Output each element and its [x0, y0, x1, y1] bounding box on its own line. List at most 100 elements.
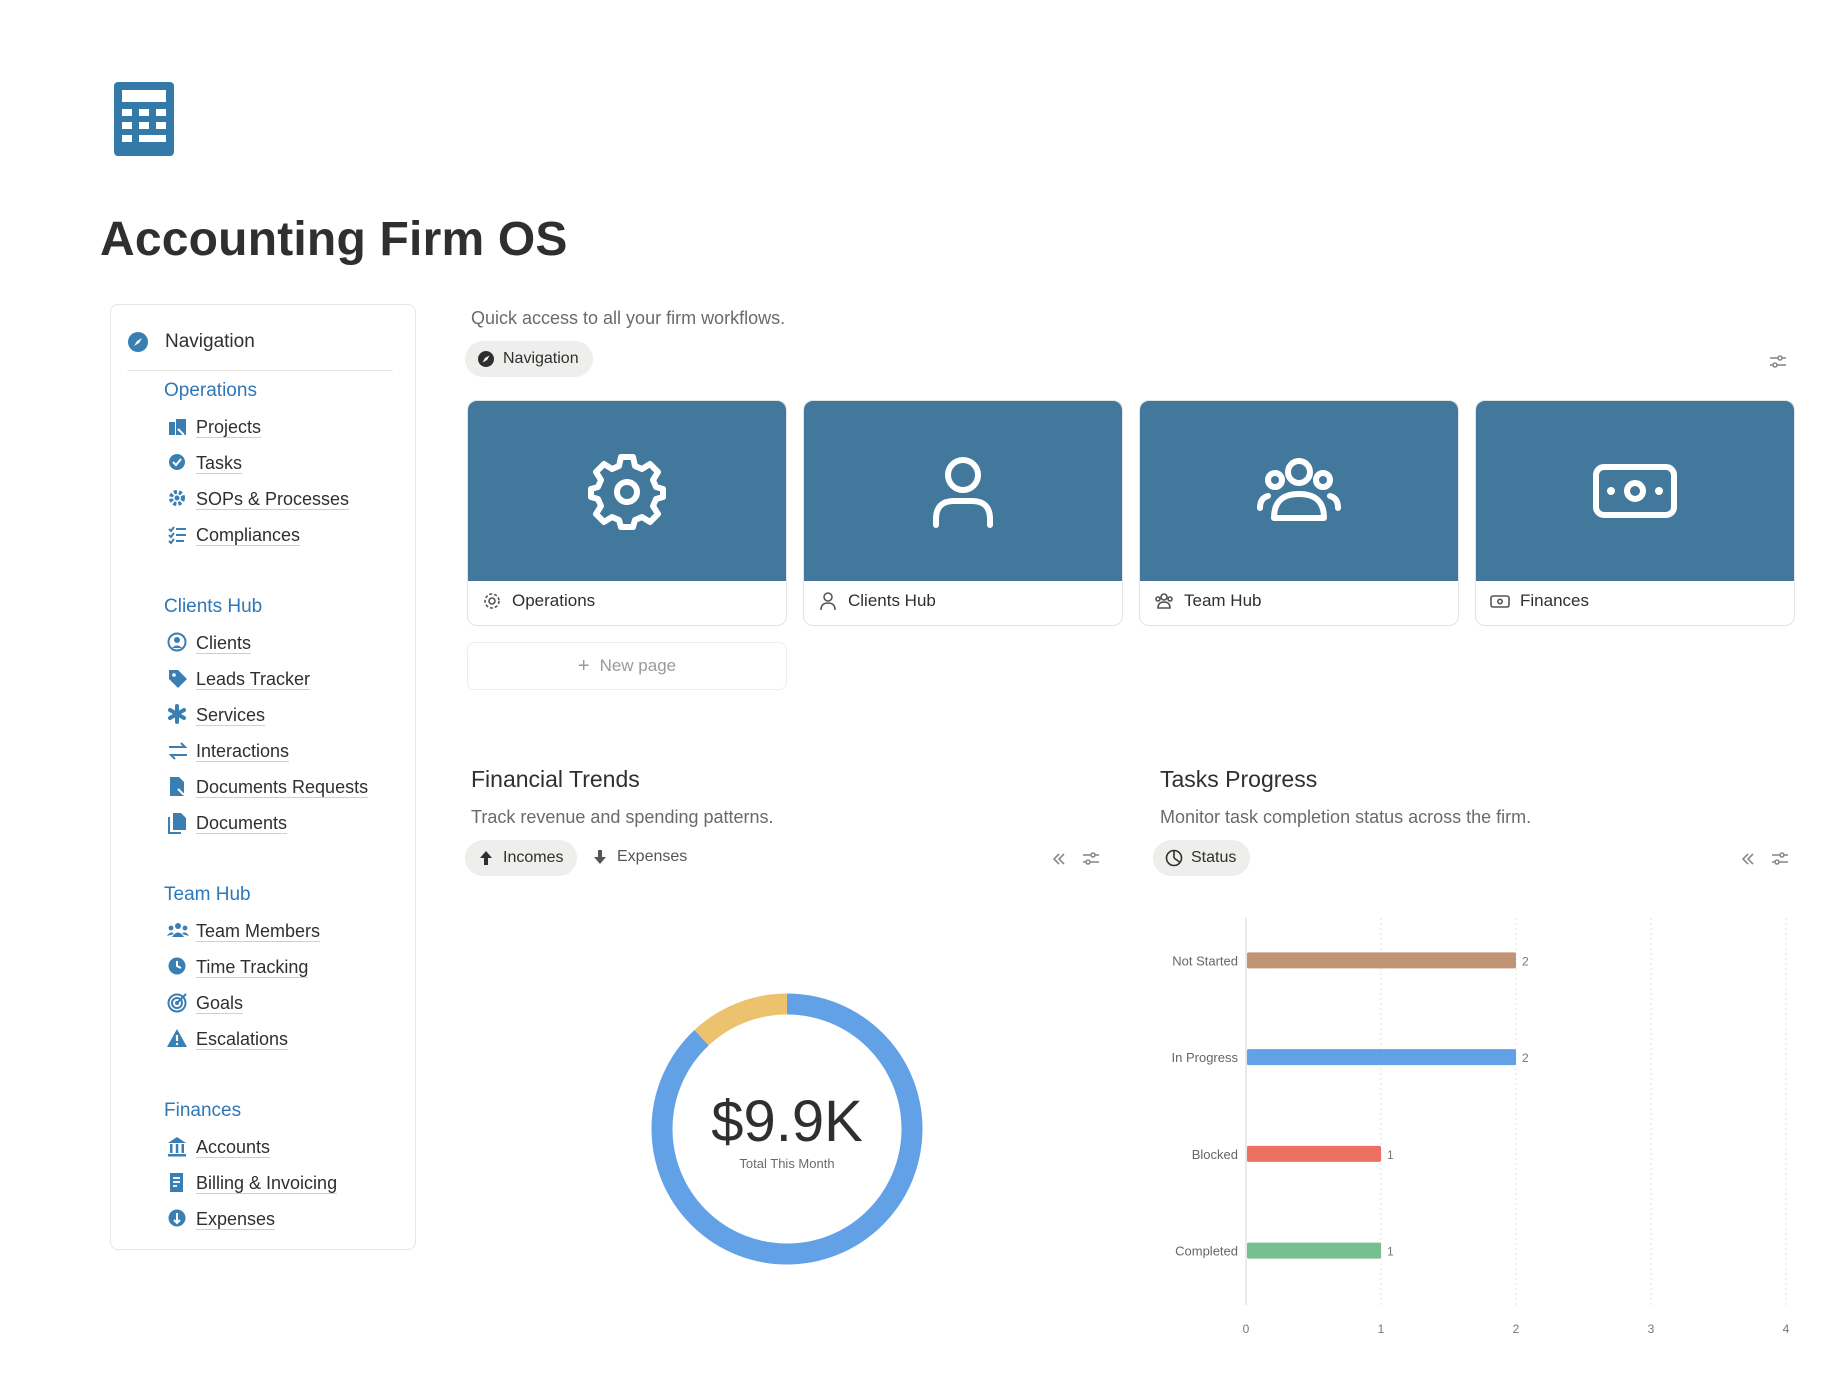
sidebar-item-documents-requests[interactable]: Documents Requests — [164, 769, 369, 805]
compass-icon — [128, 331, 148, 352]
settings-sliders-icon[interactable] — [1768, 352, 1788, 372]
arrow-down-icon — [594, 850, 606, 864]
group-icon — [1155, 593, 1173, 609]
user-icon — [933, 457, 993, 528]
double-chevron-left-icon[interactable] — [1049, 849, 1069, 869]
tab-navigation-view[interactable]: Navigation — [465, 341, 593, 377]
tab-expenses[interactable]: Expenses — [591, 848, 687, 866]
money-icon — [1593, 464, 1677, 518]
tasks-progress-title: Tasks Progress — [1160, 766, 1318, 792]
card-cover — [1476, 401, 1794, 581]
user-icon — [820, 592, 836, 611]
sidebar-item-goals[interactable]: Goals — [164, 985, 320, 1021]
bar-value-label: 1 — [1387, 1148, 1394, 1162]
bar-value-label: 1 — [1387, 1245, 1394, 1259]
sidebar-item-time-tracking[interactable]: Time Tracking — [164, 949, 320, 985]
warning-icon — [167, 1029, 187, 1047]
checklist-icon — [168, 526, 186, 545]
compass-icon — [478, 351, 494, 367]
invoice-icon — [170, 1173, 183, 1192]
card-operations[interactable]: Operations — [467, 400, 787, 626]
calculator-icon — [114, 82, 174, 156]
card-clients-hub[interactable]: Clients Hub — [803, 400, 1123, 626]
user-circle-icon — [167, 632, 187, 652]
donut-total-value: $9.9K — [711, 1089, 863, 1154]
double-chevron-left-icon[interactable] — [1738, 849, 1758, 869]
money-icon — [1490, 595, 1510, 608]
sidebar-item-leads-tracker[interactable]: Leads Tracker — [164, 661, 368, 697]
bank-icon — [168, 1137, 186, 1157]
card-cover — [1140, 401, 1458, 581]
card-label: Clients Hub — [818, 591, 936, 611]
tag-icon — [169, 670, 187, 688]
sidebar-item-escalations[interactable]: Escalations — [164, 1021, 320, 1057]
category-label: Completed — [1175, 1244, 1238, 1259]
sidebar-item-team-members[interactable]: Team Members — [164, 913, 321, 949]
financial-trends-description: Track revenue and spending patterns. — [471, 807, 774, 827]
sidebar-item-projects[interactable]: Projects — [164, 409, 349, 445]
category-label: Not Started — [1172, 953, 1238, 968]
navigation-sidebar: Navigation Operations Projects Tasks SOP… — [110, 304, 416, 1250]
gear-icon — [588, 454, 666, 530]
bar[interactable] — [1247, 1145, 1381, 1162]
sidebar-item-sops[interactable]: SOPs & Processes — [164, 481, 350, 517]
sidebar-item-documents[interactable]: Documents — [164, 805, 368, 841]
expense-icon — [168, 1209, 186, 1227]
tab-incomes[interactable]: Incomes — [465, 840, 578, 876]
bar-value-label: 2 — [1522, 954, 1529, 968]
category-label: In Progress — [1172, 1050, 1239, 1065]
card-cover — [804, 401, 1122, 581]
team-icon — [167, 923, 189, 937]
settings-sliders-icon[interactable] — [1770, 849, 1790, 869]
tasks-status-bar-chart: 0 1 2 3 4 Not Started 2 In Progress 2 Blocked 1 Com… — [1172, 918, 1790, 1336]
income-donut-chart — [651, 993, 923, 1265]
documents-icon — [168, 813, 186, 834]
card-label: Team Hub — [1154, 591, 1261, 611]
arrow-up-icon — [480, 851, 492, 865]
page-title: Accounting Firm OS — [100, 213, 568, 266]
section-title-clients-hub[interactable]: Clients Hub — [164, 596, 263, 617]
section-title-operations[interactable]: Operations — [164, 380, 257, 401]
section-title-team-hub[interactable]: Team Hub — [164, 884, 251, 905]
arrows-icon — [168, 742, 188, 760]
sidebar-item-expenses[interactable]: Expenses — [164, 1201, 337, 1237]
tasks-progress-description: Monitor task completion status across th… — [1160, 807, 1532, 827]
settings-sliders-icon[interactable] — [1081, 849, 1101, 869]
sidebar-section-operations: Operations Projects Tasks SOPs & Process… — [164, 373, 350, 553]
clock-icon — [168, 957, 186, 975]
pie-chart-icon — [1165, 849, 1183, 867]
sidebar-section-team-hub: Team Hub Team Members Time Tracking Goal… — [164, 877, 321, 1057]
sidebar-section-clients-hub: Clients Hub Clients Leads Tracker Servic… — [164, 589, 369, 841]
sidebar-item-clients[interactable]: Clients — [164, 625, 368, 661]
tasks-icon — [169, 454, 185, 470]
sidebar-item-tasks[interactable]: Tasks — [164, 445, 349, 481]
bar[interactable] — [1247, 1242, 1381, 1259]
bar[interactable] — [1247, 1049, 1516, 1066]
x-tick-label: 2 — [1513, 1322, 1520, 1336]
sidebar-item-services[interactable]: Services — [164, 697, 368, 733]
sidebar-item-interactions[interactable]: Interactions — [164, 733, 368, 769]
card-label: Operations — [482, 591, 595, 611]
sidebar-item-compliances[interactable]: Compliances — [164, 517, 349, 553]
tab-status[interactable]: Status — [1153, 840, 1251, 876]
sidebar-section-finances: Finances Accounts Billing & Invoicing Ex… — [164, 1093, 338, 1237]
plus-icon: + — [577, 654, 590, 677]
sidebar-item-accounts[interactable]: Accounts — [164, 1129, 337, 1165]
sidebar-item-billing-invoicing[interactable]: Billing & Invoicing — [164, 1165, 338, 1201]
category-label: Blocked — [1192, 1147, 1238, 1162]
card-finances[interactable]: Finances — [1475, 400, 1795, 626]
x-tick-label: 4 — [1783, 1322, 1790, 1336]
gear-icon — [169, 490, 185, 506]
new-page-button[interactable]: + New page — [467, 642, 787, 690]
projects-icon — [169, 419, 186, 436]
card-label: Finances — [1490, 591, 1589, 611]
section-title-finances[interactable]: Finances — [164, 1100, 242, 1121]
group-icon — [1257, 458, 1341, 521]
card-team-hub[interactable]: Team Hub — [1139, 400, 1459, 626]
gear-icon — [484, 593, 500, 609]
x-tick-label: 0 — [1243, 1322, 1250, 1336]
target-icon — [167, 993, 187, 1013]
bar[interactable] — [1247, 952, 1516, 969]
document-request-icon — [170, 777, 185, 796]
sidebar-header[interactable]: Navigation — [127, 323, 393, 371]
